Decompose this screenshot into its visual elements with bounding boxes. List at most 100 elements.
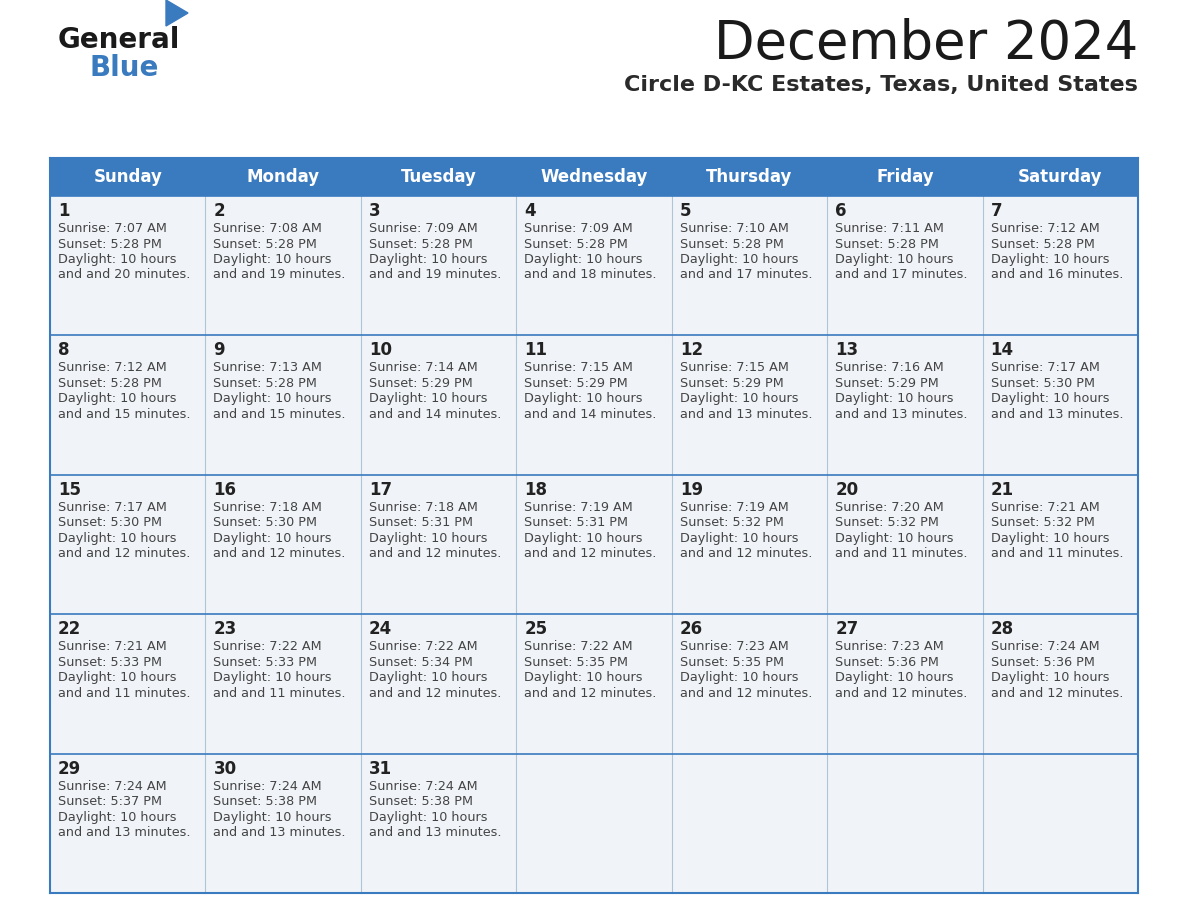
Text: and and 11 minutes.: and and 11 minutes. [214, 687, 346, 700]
Text: Sunset: 5:29 PM: Sunset: 5:29 PM [835, 377, 939, 390]
Text: Sunset: 5:28 PM: Sunset: 5:28 PM [991, 238, 1094, 251]
Text: Daylight: 10 hours: Daylight: 10 hours [214, 671, 331, 684]
Text: 30: 30 [214, 759, 236, 778]
Text: Daylight: 10 hours: Daylight: 10 hours [214, 532, 331, 544]
Text: Sunset: 5:28 PM: Sunset: 5:28 PM [214, 238, 317, 251]
Text: and and 18 minutes.: and and 18 minutes. [524, 268, 657, 282]
Text: Daylight: 10 hours: Daylight: 10 hours [991, 671, 1110, 684]
Text: and and 19 minutes.: and and 19 minutes. [214, 268, 346, 282]
Text: Daylight: 10 hours: Daylight: 10 hours [524, 532, 643, 544]
Text: Sunrise: 7:21 AM: Sunrise: 7:21 AM [58, 640, 166, 654]
Text: Daylight: 10 hours: Daylight: 10 hours [214, 253, 331, 266]
Text: Sunset: 5:28 PM: Sunset: 5:28 PM [368, 238, 473, 251]
Text: Friday: Friday [876, 168, 934, 186]
Text: 27: 27 [835, 621, 859, 638]
Text: and and 13 minutes.: and and 13 minutes. [991, 408, 1123, 420]
Text: Daylight: 10 hours: Daylight: 10 hours [524, 671, 643, 684]
Text: and and 12 minutes.: and and 12 minutes. [368, 687, 501, 700]
Text: 12: 12 [680, 341, 703, 360]
Text: 15: 15 [58, 481, 81, 498]
Text: December 2024: December 2024 [714, 18, 1138, 70]
Text: 9: 9 [214, 341, 225, 360]
Text: and and 14 minutes.: and and 14 minutes. [524, 408, 657, 420]
Text: Sunrise: 7:18 AM: Sunrise: 7:18 AM [214, 501, 322, 514]
Text: and and 15 minutes.: and and 15 minutes. [214, 408, 346, 420]
Text: Sunset: 5:32 PM: Sunset: 5:32 PM [991, 516, 1094, 530]
Text: Daylight: 10 hours: Daylight: 10 hours [368, 532, 487, 544]
Text: 1: 1 [58, 202, 70, 220]
Text: and and 12 minutes.: and and 12 minutes. [835, 687, 967, 700]
Text: Sunset: 5:31 PM: Sunset: 5:31 PM [368, 516, 473, 530]
Text: Sunrise: 7:11 AM: Sunrise: 7:11 AM [835, 222, 944, 235]
Text: Sunrise: 7:17 AM: Sunrise: 7:17 AM [58, 501, 166, 514]
Text: Daylight: 10 hours: Daylight: 10 hours [58, 811, 177, 823]
Text: Sunset: 5:31 PM: Sunset: 5:31 PM [524, 516, 628, 530]
Text: Daylight: 10 hours: Daylight: 10 hours [991, 253, 1110, 266]
Text: Wednesday: Wednesday [541, 168, 647, 186]
Text: Sunset: 5:34 PM: Sunset: 5:34 PM [368, 655, 473, 668]
Text: Sunset: 5:28 PM: Sunset: 5:28 PM [680, 238, 784, 251]
Text: Sunrise: 7:12 AM: Sunrise: 7:12 AM [991, 222, 1099, 235]
Text: Sunrise: 7:12 AM: Sunrise: 7:12 AM [58, 362, 166, 375]
Polygon shape [166, 0, 188, 26]
Text: and and 12 minutes.: and and 12 minutes. [680, 687, 813, 700]
Text: Daylight: 10 hours: Daylight: 10 hours [368, 253, 487, 266]
Text: Sunset: 5:37 PM: Sunset: 5:37 PM [58, 795, 162, 808]
Text: and and 13 minutes.: and and 13 minutes. [214, 826, 346, 839]
Text: Sunset: 5:28 PM: Sunset: 5:28 PM [835, 238, 939, 251]
Text: 18: 18 [524, 481, 548, 498]
Text: and and 13 minutes.: and and 13 minutes. [835, 408, 968, 420]
Text: 29: 29 [58, 759, 81, 778]
Text: and and 11 minutes.: and and 11 minutes. [835, 547, 968, 560]
Text: Sunrise: 7:09 AM: Sunrise: 7:09 AM [524, 222, 633, 235]
Text: Sunrise: 7:09 AM: Sunrise: 7:09 AM [368, 222, 478, 235]
Text: and and 13 minutes.: and and 13 minutes. [368, 826, 501, 839]
Text: Daylight: 10 hours: Daylight: 10 hours [214, 392, 331, 406]
Text: and and 11 minutes.: and and 11 minutes. [58, 687, 190, 700]
Text: 31: 31 [368, 759, 392, 778]
Text: and and 15 minutes.: and and 15 minutes. [58, 408, 190, 420]
Text: Sunrise: 7:10 AM: Sunrise: 7:10 AM [680, 222, 789, 235]
Text: Daylight: 10 hours: Daylight: 10 hours [368, 671, 487, 684]
Text: Sunrise: 7:24 AM: Sunrise: 7:24 AM [58, 779, 166, 792]
Text: Sunset: 5:29 PM: Sunset: 5:29 PM [368, 377, 473, 390]
Text: and and 11 minutes.: and and 11 minutes. [991, 547, 1123, 560]
Text: and and 12 minutes.: and and 12 minutes. [214, 547, 346, 560]
Text: and and 12 minutes.: and and 12 minutes. [991, 687, 1123, 700]
Text: Daylight: 10 hours: Daylight: 10 hours [368, 392, 487, 406]
Text: Daylight: 10 hours: Daylight: 10 hours [524, 253, 643, 266]
Text: Sunrise: 7:22 AM: Sunrise: 7:22 AM [214, 640, 322, 654]
Text: Sunset: 5:36 PM: Sunset: 5:36 PM [991, 655, 1094, 668]
Text: 14: 14 [991, 341, 1013, 360]
Text: 10: 10 [368, 341, 392, 360]
Bar [50, 614, 1138, 754]
Text: 17: 17 [368, 481, 392, 498]
Bar [50, 158, 1138, 196]
Text: Sunrise: 7:19 AM: Sunrise: 7:19 AM [680, 501, 789, 514]
Text: 5: 5 [680, 202, 691, 220]
Text: Sunrise: 7:23 AM: Sunrise: 7:23 AM [680, 640, 789, 654]
Text: Sunrise: 7:22 AM: Sunrise: 7:22 AM [368, 640, 478, 654]
Text: and and 12 minutes.: and and 12 minutes. [58, 547, 190, 560]
Text: 2: 2 [214, 202, 225, 220]
Text: Daylight: 10 hours: Daylight: 10 hours [680, 392, 798, 406]
Text: Saturday: Saturday [1018, 168, 1102, 186]
Text: Sunset: 5:35 PM: Sunset: 5:35 PM [680, 655, 784, 668]
Text: Sunrise: 7:23 AM: Sunrise: 7:23 AM [835, 640, 944, 654]
Text: Sunrise: 7:18 AM: Sunrise: 7:18 AM [368, 501, 478, 514]
Text: 28: 28 [991, 621, 1013, 638]
Text: Daylight: 10 hours: Daylight: 10 hours [58, 253, 177, 266]
Text: and and 14 minutes.: and and 14 minutes. [368, 408, 501, 420]
Text: and and 12 minutes.: and and 12 minutes. [524, 687, 657, 700]
Text: and and 16 minutes.: and and 16 minutes. [991, 268, 1123, 282]
Text: 4: 4 [524, 202, 536, 220]
Bar [50, 475, 1138, 614]
Text: Sunset: 5:28 PM: Sunset: 5:28 PM [524, 238, 628, 251]
Text: Sunrise: 7:13 AM: Sunrise: 7:13 AM [214, 362, 322, 375]
Text: 24: 24 [368, 621, 392, 638]
Bar [50, 196, 1138, 335]
Text: Daylight: 10 hours: Daylight: 10 hours [835, 392, 954, 406]
Text: Sunrise: 7:08 AM: Sunrise: 7:08 AM [214, 222, 322, 235]
Text: Sunrise: 7:21 AM: Sunrise: 7:21 AM [991, 501, 1099, 514]
Text: and and 12 minutes.: and and 12 minutes. [368, 547, 501, 560]
